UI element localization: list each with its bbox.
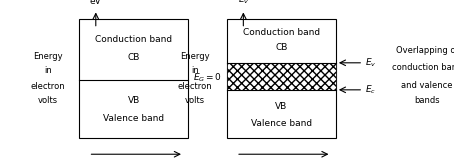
Text: VB: VB — [276, 102, 287, 111]
Text: VB: VB — [128, 97, 140, 105]
Text: Conduction band: Conduction band — [243, 28, 320, 38]
Text: $E_v$: $E_v$ — [365, 57, 377, 69]
Text: Valence band: Valence band — [251, 119, 312, 128]
Text: Overlapping of: Overlapping of — [395, 46, 454, 55]
Text: in: in — [44, 66, 52, 75]
Text: electron: electron — [30, 82, 65, 91]
Text: volts: volts — [185, 97, 205, 105]
Text: $E_v$: $E_v$ — [237, 0, 249, 6]
Text: Energy: Energy — [33, 52, 63, 61]
Text: CB: CB — [275, 43, 288, 52]
Text: $E_c$: $E_c$ — [365, 84, 376, 96]
Text: in: in — [191, 66, 199, 75]
Text: eV: eV — [90, 0, 102, 6]
Polygon shape — [79, 19, 188, 138]
Text: Conduction band: Conduction band — [95, 35, 173, 44]
Text: CB: CB — [128, 53, 140, 62]
Text: conduction band: conduction band — [391, 63, 454, 72]
Text: electron: electron — [178, 82, 212, 91]
Text: bands: bands — [414, 97, 439, 105]
Bar — [227, 63, 336, 90]
Text: Valence band: Valence band — [104, 114, 164, 123]
Text: volts: volts — [38, 97, 58, 105]
Text: Energy: Energy — [180, 52, 210, 61]
Polygon shape — [227, 19, 336, 138]
Text: $E_G = 0$: $E_G = 0$ — [193, 72, 222, 84]
Text: and valence: and valence — [401, 81, 453, 90]
